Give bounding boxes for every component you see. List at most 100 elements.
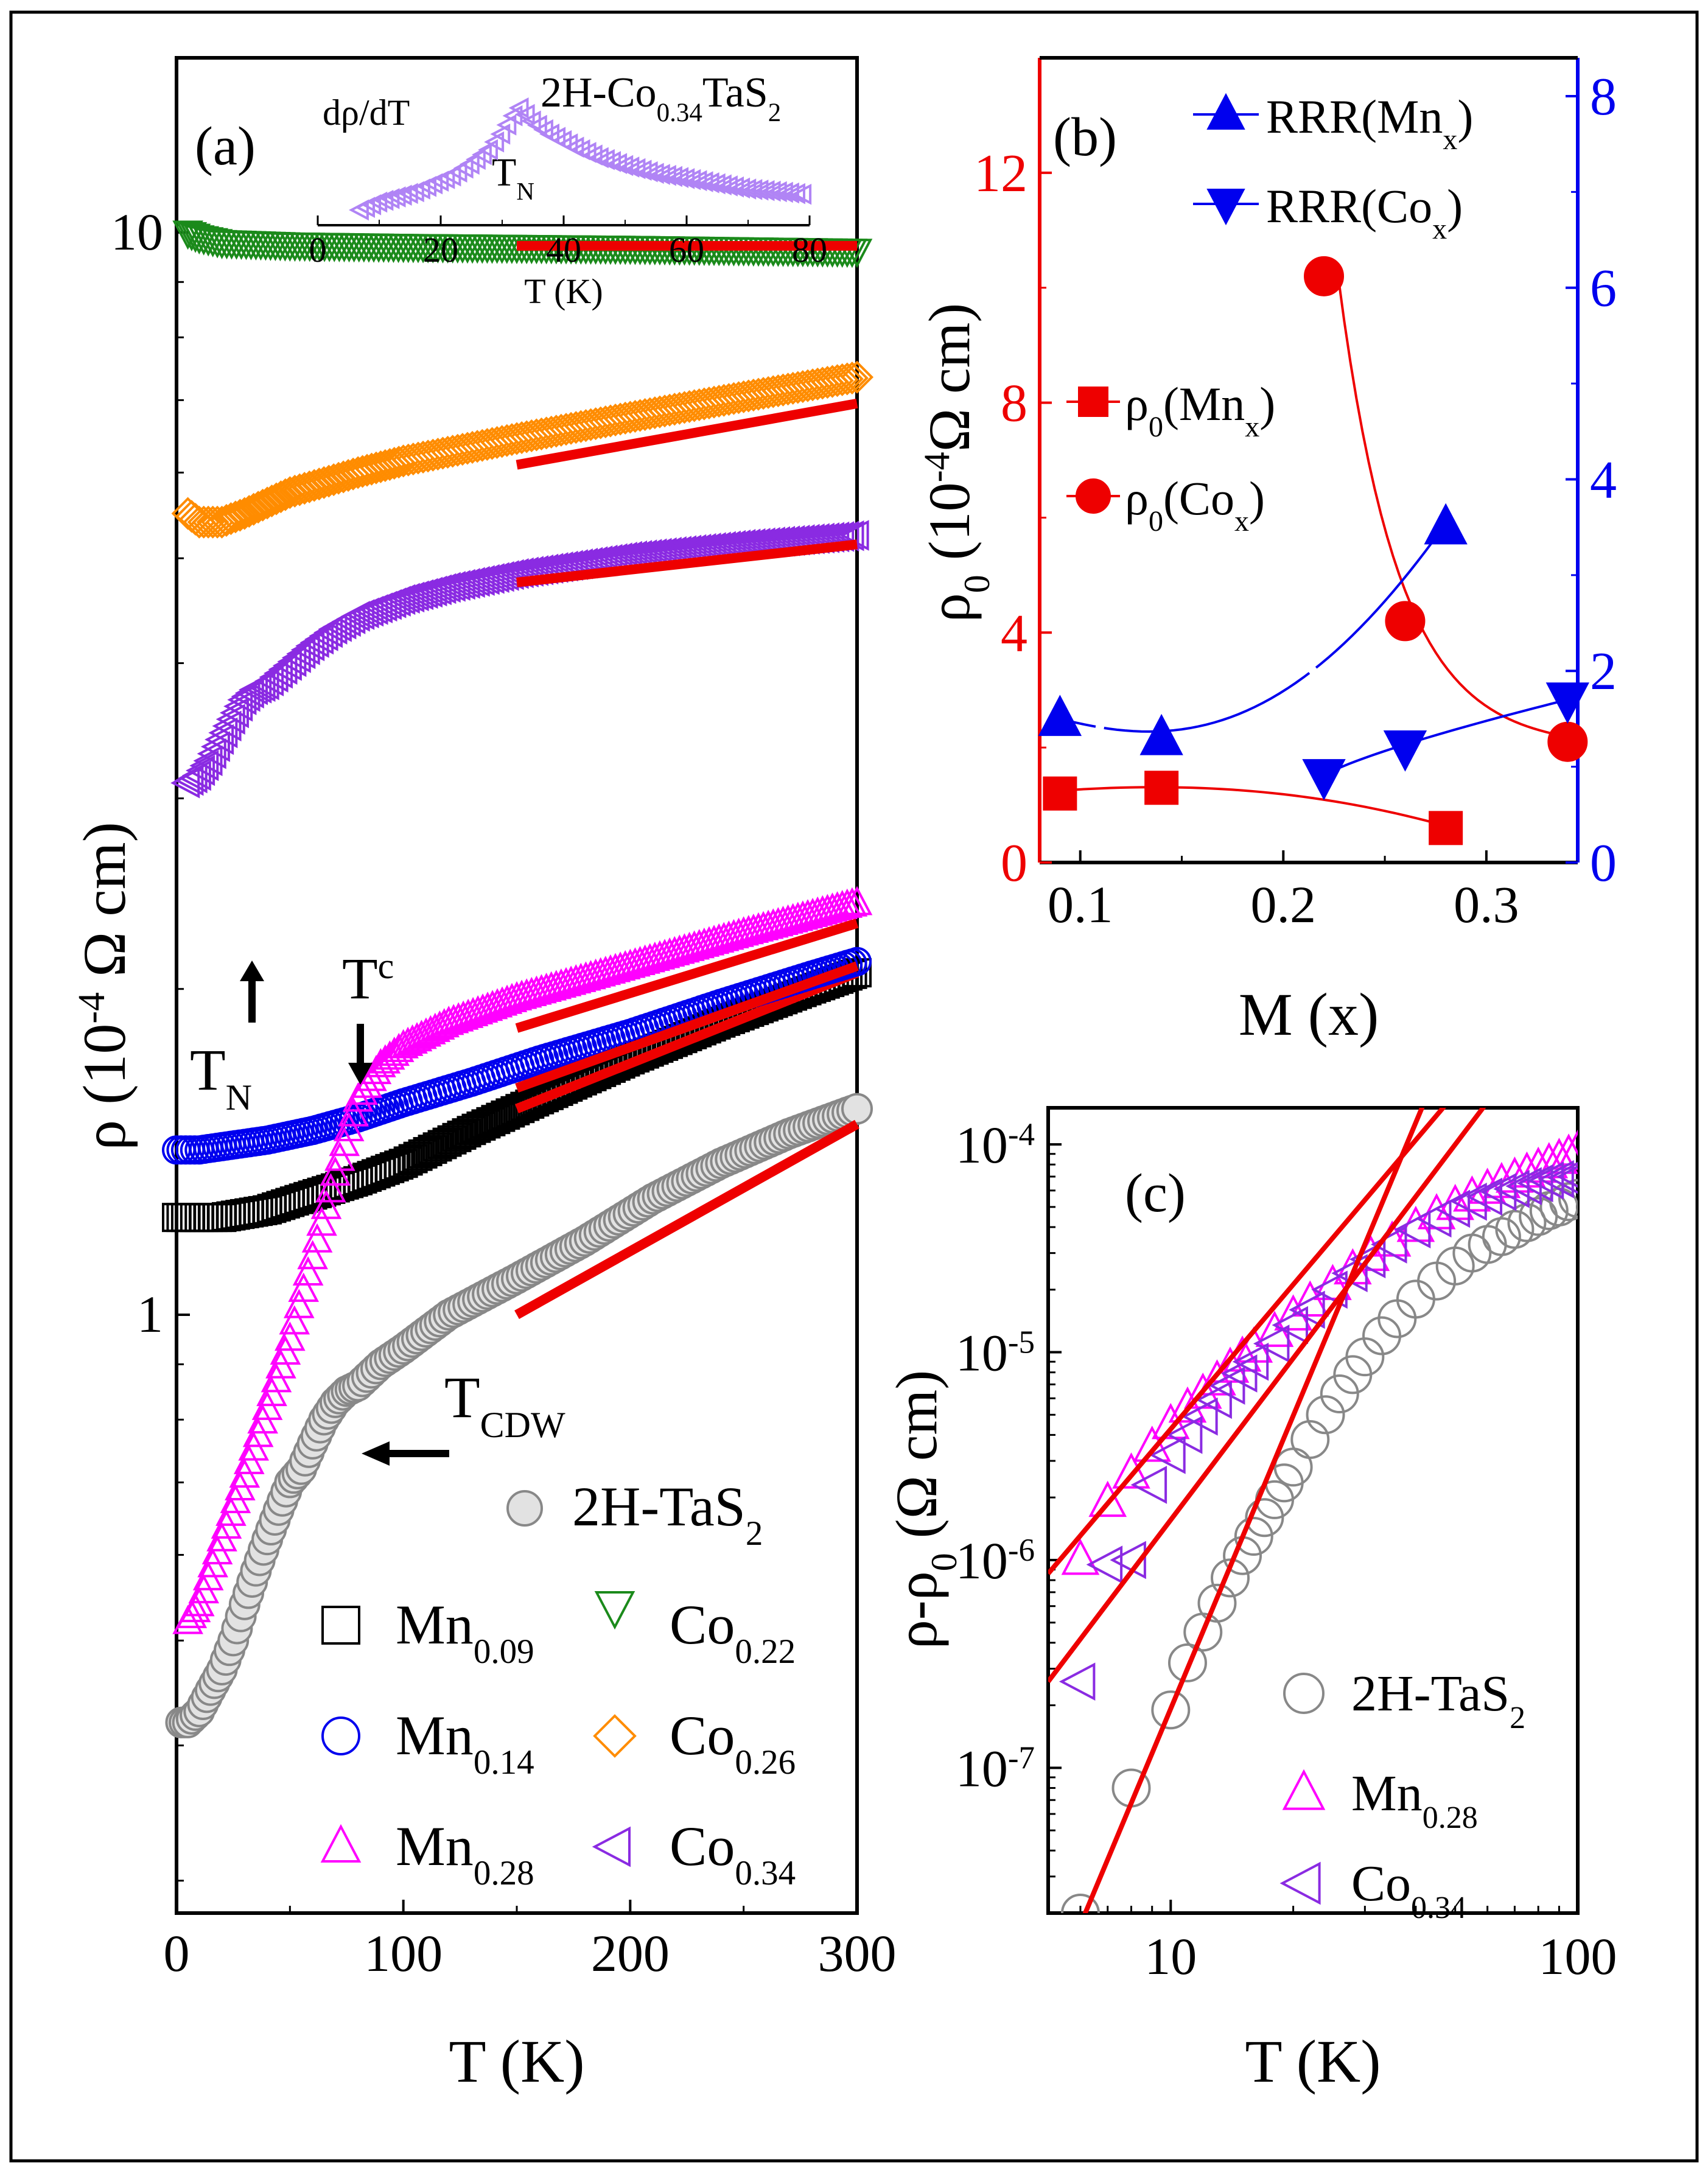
data-point (193, 745, 223, 777)
data-point (324, 1141, 355, 1171)
data-point-c (1061, 1538, 1100, 1575)
data-c (1048, 1108, 1578, 1913)
data-point (268, 478, 302, 511)
data-point (223, 499, 257, 532)
fit-line-c (1048, 1108, 1486, 1684)
data-point-c (1371, 1225, 1407, 1264)
data-point-c (1415, 1199, 1452, 1238)
tcdw-label-a: TCDW (444, 1365, 565, 1445)
inset-x-tick-label: 60 (669, 230, 704, 270)
legend-marker (321, 1716, 360, 1755)
x-tick-label-a: 100 (364, 1924, 443, 1982)
legend-marker (594, 1591, 635, 1630)
data-point (486, 986, 518, 1016)
legend-marker (1206, 189, 1245, 226)
panel-label-a: (a) (195, 116, 256, 177)
data-point-c (1208, 1366, 1245, 1405)
data-point-c (1195, 1380, 1232, 1419)
data-point (746, 527, 775, 559)
data-point (251, 486, 284, 520)
legend-marker (506, 1490, 543, 1527)
y-axis-label-c: ρ-ρ0 (Ω cm) (884, 1370, 964, 1649)
data-point (273, 476, 307, 509)
data-point-c (1320, 1374, 1359, 1414)
inset-point (385, 186, 406, 208)
data-point (298, 469, 331, 502)
inset-series (349, 97, 812, 221)
inset-point (391, 184, 412, 206)
data-point (292, 1256, 324, 1286)
data-point-c (1166, 1416, 1203, 1454)
data-point (821, 364, 854, 397)
data-point-c (1547, 1161, 1578, 1194)
guide-curve-rrr-co (1323, 700, 1560, 778)
inset-y-label: dρ/dT (323, 93, 410, 133)
data-point (219, 697, 249, 729)
data-point-c (1527, 1161, 1564, 1200)
legend-marker (1206, 93, 1245, 130)
rrr-co-point (1383, 730, 1427, 772)
data-point (429, 1008, 460, 1038)
guide-curve-rho-mn (1060, 786, 1446, 827)
data-point (438, 1004, 469, 1034)
legend-marker (321, 1606, 360, 1645)
y-tick-label-a: 1 (137, 1285, 163, 1343)
data-point (237, 492, 270, 526)
data-point-c (1517, 1164, 1553, 1203)
y-axis-label-a: ρ (10-4 Ω cm) (71, 822, 138, 1150)
inset-point (367, 191, 388, 213)
inset-point (484, 131, 505, 153)
data-point (333, 1111, 365, 1141)
data-point (219, 500, 252, 534)
inset-point (478, 139, 498, 161)
series-a-4 (171, 360, 874, 539)
data-point (320, 1156, 351, 1186)
x-tick-label-a: 0 (164, 1924, 190, 1982)
data-point (433, 1006, 464, 1035)
legend-entry-a (592, 1826, 631, 1867)
figure-border (9, 10, 1699, 2163)
data-point-c (1253, 1324, 1290, 1363)
legend-label-rrr-mn: RRR(Mnx) (1266, 90, 1473, 156)
legend-label: Co0.22 (670, 1594, 796, 1671)
data-point-c (1556, 1165, 1578, 1188)
y-left-tick-label-b: 12 (974, 144, 1027, 203)
data-point (279, 1305, 310, 1335)
data-point (310, 1189, 342, 1219)
panel-label-b: (b) (1053, 107, 1117, 167)
panel-label-c: (c) (1125, 1163, 1186, 1223)
data-point-c (1245, 1498, 1284, 1538)
data-point (189, 750, 219, 782)
data-point-c (1197, 1583, 1237, 1623)
data-point-c (1168, 1386, 1207, 1423)
data-point (288, 1272, 320, 1302)
fit-line-a (515, 919, 859, 1033)
fit-line-a (516, 399, 858, 470)
legend-label-c: Co0.34 (1351, 1855, 1466, 1925)
data-point (841, 239, 873, 268)
series-a-6 (165, 1093, 873, 1738)
data-point-c (1211, 1558, 1250, 1598)
data-point (760, 526, 790, 558)
legend-entry-a (321, 1606, 360, 1645)
data-point (472, 992, 503, 1021)
y-tick-label-c: 10-5 (956, 1324, 1035, 1382)
data-point (841, 886, 873, 915)
data-point-c (1234, 1517, 1273, 1556)
data-point-c (1088, 1480, 1127, 1517)
data-point-c (1466, 1177, 1503, 1216)
inset-x-tick-label: 40 (546, 230, 581, 270)
data-point (205, 724, 234, 755)
inset-point (785, 183, 805, 205)
data-point-c (1451, 1182, 1487, 1221)
data-point (315, 1173, 346, 1203)
data-point (303, 467, 336, 501)
inset-point (490, 123, 511, 145)
data-point-c (1181, 1397, 1218, 1436)
legend-marker (320, 1824, 362, 1863)
legend-entry-a (320, 1824, 362, 1863)
fit-line-c (1048, 1108, 1446, 1575)
data-point-c (1306, 1395, 1345, 1435)
